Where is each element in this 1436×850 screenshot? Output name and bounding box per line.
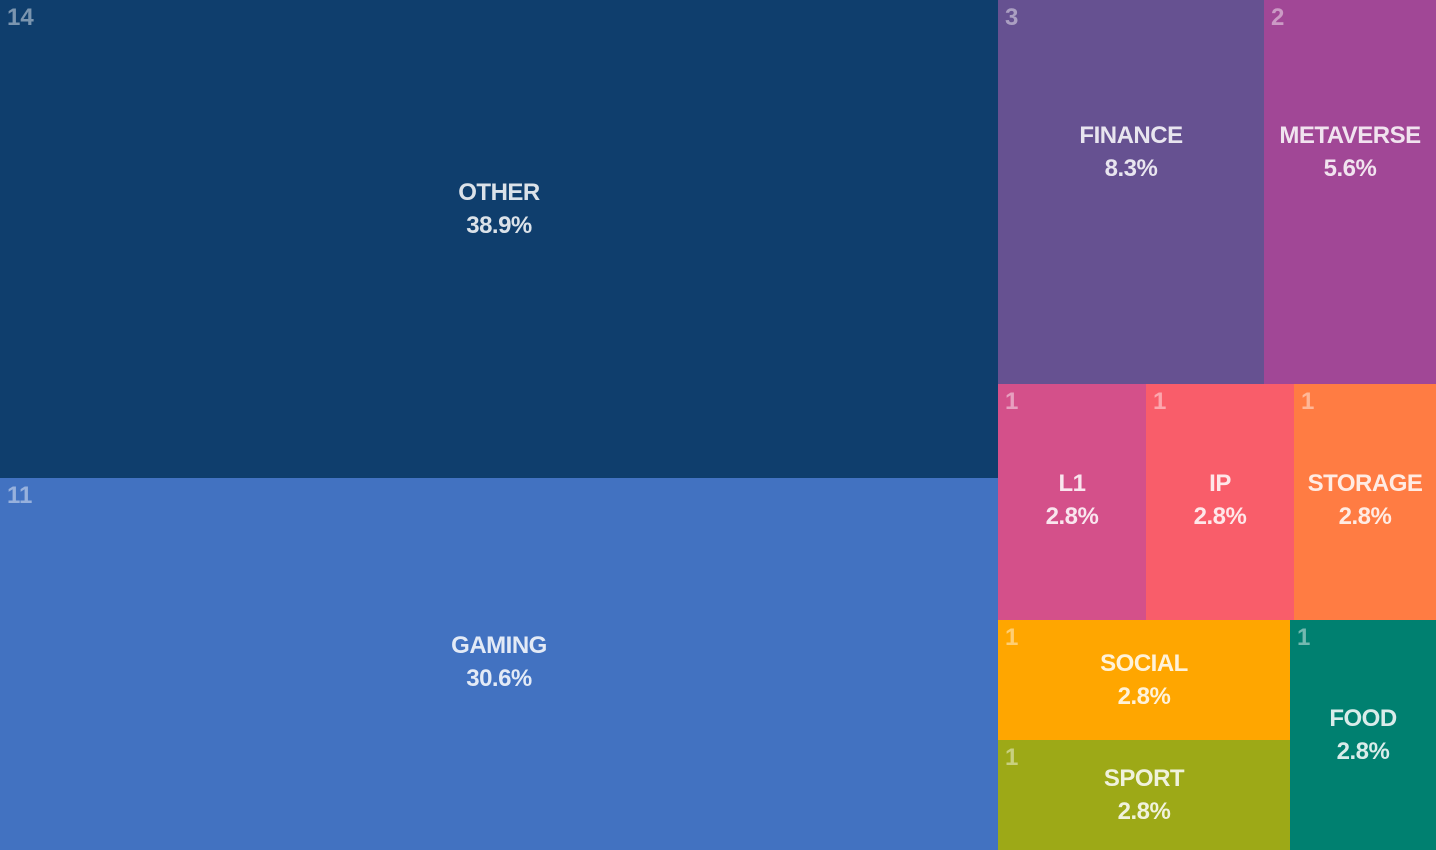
tile-count-l1: 1 bbox=[1005, 388, 1019, 415]
tile-count-metaverse: 2 bbox=[1271, 4, 1285, 31]
tile-name-sport: SPORT bbox=[1103, 765, 1185, 792]
tile-name-gaming: GAMING bbox=[451, 632, 547, 659]
tile-sport[interactable]: 1 SPORT 2.8% bbox=[998, 740, 1290, 850]
tile-percent-social: 2.8% bbox=[1117, 683, 1171, 710]
tile-name-other: OTHER bbox=[458, 179, 540, 206]
tile-label-sport: SPORT 2.8% bbox=[998, 762, 1290, 828]
tile-finance[interactable]: 3 FINANCE 8.3% bbox=[998, 0, 1264, 384]
tile-percent-other: 38.9% bbox=[466, 212, 532, 239]
tile-name-storage: STORAGE bbox=[1307, 470, 1423, 497]
tile-name-ip: IP bbox=[1209, 470, 1231, 497]
tile-name-l1: L1 bbox=[1058, 470, 1086, 497]
tile-percent-metaverse: 5.6% bbox=[1323, 155, 1377, 182]
tile-percent-finance: 8.3% bbox=[1104, 155, 1158, 182]
tile-percent-storage: 2.8% bbox=[1338, 503, 1392, 530]
tile-name-finance: FINANCE bbox=[1079, 122, 1183, 149]
tile-ip[interactable]: 1 IP 2.8% bbox=[1146, 384, 1294, 620]
tile-count-finance: 3 bbox=[1005, 4, 1019, 31]
tile-percent-l1: 2.8% bbox=[1045, 503, 1099, 530]
tile-count-storage: 1 bbox=[1301, 388, 1315, 415]
tile-label-food: FOOD 2.8% bbox=[1290, 702, 1436, 768]
tile-label-gaming: GAMING 30.6% bbox=[0, 629, 998, 695]
tile-count-social: 1 bbox=[1005, 624, 1019, 651]
tile-other[interactable]: 14 OTHER 38.9% bbox=[0, 0, 998, 478]
tile-storage[interactable]: 1 STORAGE 2.8% bbox=[1294, 384, 1436, 620]
tile-name-metaverse: METAVERSE bbox=[1279, 122, 1421, 149]
tile-label-storage: STORAGE 2.8% bbox=[1294, 467, 1436, 533]
tile-label-finance: FINANCE 8.3% bbox=[998, 119, 1264, 185]
tile-metaverse[interactable]: 2 METAVERSE 5.6% bbox=[1264, 0, 1436, 384]
tile-name-food: FOOD bbox=[1329, 705, 1397, 732]
tile-food[interactable]: 1 FOOD 2.8% bbox=[1290, 620, 1436, 850]
tile-name-social: SOCIAL bbox=[1100, 650, 1188, 677]
tile-social[interactable]: 1 SOCIAL 2.8% bbox=[998, 620, 1290, 740]
tile-label-social: SOCIAL 2.8% bbox=[998, 647, 1290, 713]
tile-percent-ip: 2.8% bbox=[1193, 503, 1247, 530]
tile-percent-gaming: 30.6% bbox=[466, 665, 532, 692]
tile-count-food: 1 bbox=[1297, 624, 1311, 651]
tile-label-metaverse: METAVERSE 5.6% bbox=[1264, 119, 1436, 185]
tile-count-ip: 1 bbox=[1153, 388, 1167, 415]
tile-label-l1: L1 2.8% bbox=[998, 467, 1146, 533]
tile-label-other: OTHER 38.9% bbox=[0, 176, 998, 242]
tile-percent-sport: 2.8% bbox=[1117, 798, 1171, 825]
tile-gaming[interactable]: 11 GAMING 30.6% bbox=[0, 478, 998, 850]
tile-percent-food: 2.8% bbox=[1336, 738, 1390, 765]
tile-count-gaming: 11 bbox=[7, 482, 33, 509]
tile-count-other: 14 bbox=[7, 4, 34, 31]
tile-label-ip: IP 2.8% bbox=[1146, 467, 1294, 533]
tile-count-sport: 1 bbox=[1005, 744, 1019, 771]
tile-l1[interactable]: 1 L1 2.8% bbox=[998, 384, 1146, 620]
